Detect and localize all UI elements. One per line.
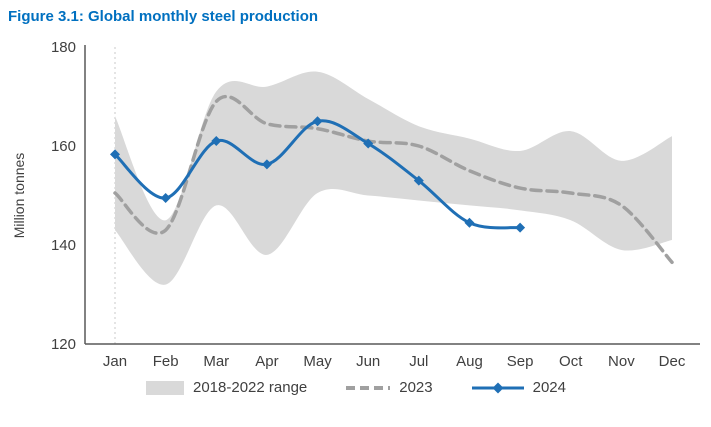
marker-2024 (160, 192, 171, 203)
line-2024 (113, 119, 522, 230)
chart-legend: 2018-2022 range 2023 2024 (0, 379, 711, 396)
y-tick-label: 140 (51, 237, 76, 254)
y-tick-label: 180 (51, 39, 76, 56)
line-marker-swatch (471, 382, 524, 393)
figure-title: Figure 3.1: Global monthly steel product… (8, 8, 319, 25)
legend-item-2024: 2024 (471, 379, 566, 396)
x-tick-label: Aug (456, 353, 483, 370)
x-tick-label: Mar (203, 353, 229, 370)
y-axis-title: Million tonnes (11, 153, 27, 239)
x-tick-label: Apr (255, 353, 278, 370)
x-tick-label: Nov (608, 353, 635, 370)
marker-2024 (211, 136, 222, 147)
marker-2024 (515, 222, 526, 233)
diamond-marker-icon (492, 382, 504, 393)
x-tick-label: Sep (507, 353, 534, 370)
dashed-line-swatch (346, 385, 391, 390)
x-tick-label: May (303, 353, 332, 370)
marker-2024 (261, 159, 272, 170)
marker-2024 (110, 149, 120, 160)
x-tick-label: Feb (153, 353, 179, 370)
legend-label-2023: 2023 (399, 379, 433, 396)
x-tick-label: Jan (103, 353, 127, 370)
y-tick-label: 120 (51, 336, 76, 353)
steel-production-chart: 120 140 160 180 Jan Feb Mar Apr May Jun Jul Aug Sep O… (11, 39, 700, 370)
legend-label-range: 2018-2022 range (192, 379, 308, 396)
marker-2024 (413, 175, 424, 186)
legend-label-2024: 2024 (532, 379, 566, 396)
x-tick-label: Dec (659, 353, 686, 370)
marker-2024 (464, 217, 475, 228)
legend-item-range: 2018-2022 range (145, 379, 307, 396)
x-tick-label: Jun (356, 353, 380, 370)
marker-2024 (363, 138, 374, 149)
x-tick-label: Oct (559, 353, 583, 370)
x-tick-label: Jul (409, 353, 428, 370)
range-band-swatch (145, 380, 184, 395)
legend-item-2023: 2023 (345, 379, 433, 396)
y-tick-label: 160 (51, 138, 76, 155)
marker-2024 (312, 116, 323, 127)
range-band (115, 71, 672, 285)
